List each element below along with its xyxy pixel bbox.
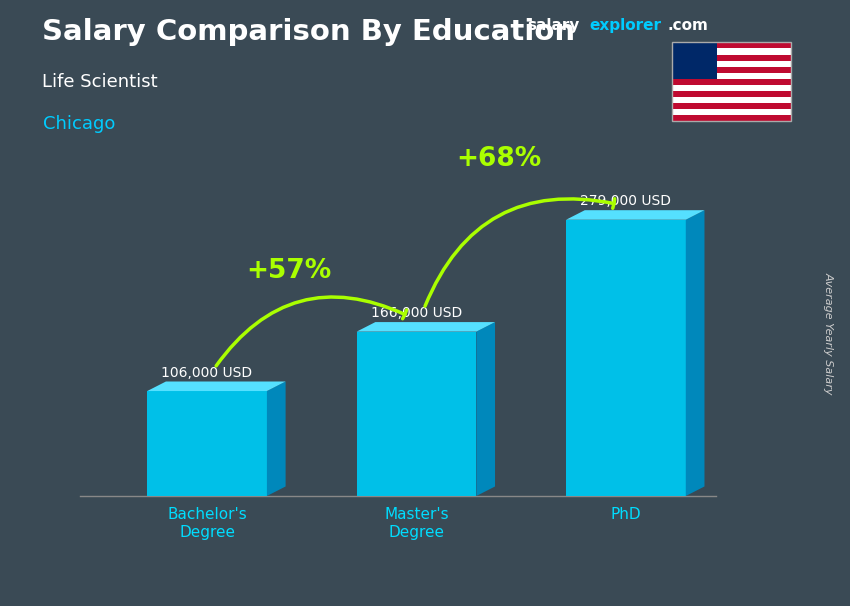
Polygon shape xyxy=(566,210,705,220)
Polygon shape xyxy=(357,331,476,496)
Text: Life Scientist: Life Scientist xyxy=(42,73,158,91)
Text: +68%: +68% xyxy=(456,145,541,171)
Text: salary: salary xyxy=(527,18,580,33)
Text: +57%: +57% xyxy=(246,258,332,284)
Text: 279,000 USD: 279,000 USD xyxy=(581,195,672,208)
Text: 166,000 USD: 166,000 USD xyxy=(371,306,462,320)
Polygon shape xyxy=(147,382,286,391)
Text: explorer: explorer xyxy=(589,18,661,33)
Polygon shape xyxy=(566,220,686,496)
Text: 106,000 USD: 106,000 USD xyxy=(162,365,252,379)
Polygon shape xyxy=(476,322,495,496)
Text: PhD: PhD xyxy=(610,507,641,522)
Text: Average Yearly Salary: Average Yearly Salary xyxy=(824,272,834,395)
Text: Salary Comparison By Education: Salary Comparison By Education xyxy=(42,18,575,46)
Polygon shape xyxy=(267,382,286,496)
Polygon shape xyxy=(357,322,495,331)
Text: Bachelor's
Degree: Bachelor's Degree xyxy=(167,507,247,540)
Text: Master's
Degree: Master's Degree xyxy=(384,507,449,540)
Polygon shape xyxy=(147,391,267,496)
Text: .com: .com xyxy=(667,18,708,33)
Text: Chicago: Chicago xyxy=(42,115,115,133)
Polygon shape xyxy=(686,210,705,496)
